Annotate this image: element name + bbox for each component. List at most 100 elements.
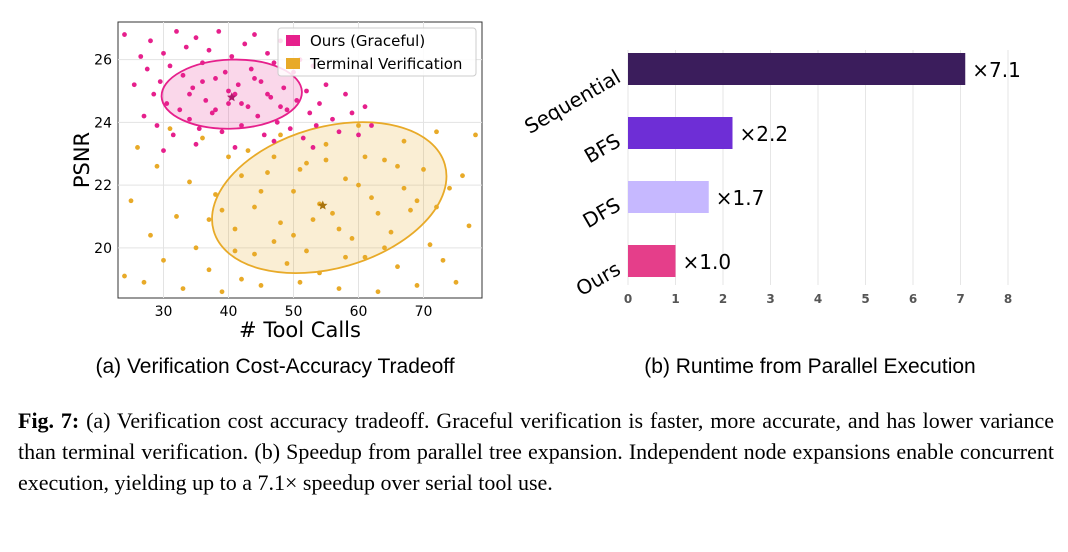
point-graceful xyxy=(274,119,280,125)
point-terminal xyxy=(193,245,199,251)
point-terminal xyxy=(362,154,368,160)
point-graceful xyxy=(271,60,277,66)
point-graceful xyxy=(336,129,342,135)
point-graceful xyxy=(265,50,270,56)
bar-data-label: ×1.0 xyxy=(683,250,732,274)
x-tick-label: 30 xyxy=(155,304,173,320)
point-terminal xyxy=(278,220,283,226)
bar-x-tick-label: 6 xyxy=(909,292,917,306)
ellipse-terminal xyxy=(211,121,448,275)
point-terminal xyxy=(180,286,186,291)
point-graceful xyxy=(255,113,261,119)
point-terminal xyxy=(297,167,303,172)
mean-star-terminal xyxy=(318,200,328,210)
point-terminal xyxy=(401,185,407,191)
point-terminal xyxy=(356,123,361,128)
point-graceful xyxy=(122,32,127,37)
point-terminal xyxy=(375,289,381,295)
point-terminal xyxy=(330,210,335,216)
point-terminal xyxy=(356,182,361,188)
legend-swatch-terminal xyxy=(286,58,300,69)
point-terminal xyxy=(167,126,173,132)
point-terminal xyxy=(232,226,238,232)
legend-label-terminal: Terminal Verification xyxy=(309,55,462,73)
point-graceful xyxy=(193,35,199,41)
point-terminal xyxy=(375,210,381,216)
x-tick-label: 70 xyxy=(415,304,433,320)
point-graceful xyxy=(187,116,192,122)
point-terminal xyxy=(128,198,134,204)
scatter-y-ticks: 20 22 24 26 xyxy=(94,53,112,257)
y-tick-label: 26 xyxy=(94,53,112,69)
bar-category-label: BFS xyxy=(580,129,625,169)
point-graceful xyxy=(190,85,196,91)
point-terminal xyxy=(414,283,420,288)
point-terminal xyxy=(421,167,426,172)
point-graceful xyxy=(174,29,179,34)
point-graceful xyxy=(278,104,283,110)
point-terminal xyxy=(271,154,277,160)
point-graceful xyxy=(284,107,290,113)
point-graceful xyxy=(239,101,244,106)
point-graceful xyxy=(219,129,225,135)
point-terminal xyxy=(239,276,244,282)
point-terminal xyxy=(304,248,309,254)
point-terminal xyxy=(291,188,296,194)
scatter-x-ticks: 30 40 50 60 70 xyxy=(155,304,433,320)
bar-x-tick-label: 1 xyxy=(671,292,679,306)
point-graceful xyxy=(239,123,244,128)
x-tick-label: 60 xyxy=(350,304,368,320)
point-graceful xyxy=(161,50,166,56)
point-terminal xyxy=(206,217,212,222)
point-graceful xyxy=(200,60,205,66)
point-graceful xyxy=(317,101,322,106)
legend-swatch-graceful xyxy=(286,35,300,46)
point-terminal xyxy=(388,229,394,235)
point-terminal xyxy=(213,192,218,197)
point-terminal xyxy=(447,185,452,191)
point-graceful xyxy=(271,138,277,144)
point-graceful xyxy=(196,126,202,132)
point-graceful xyxy=(323,82,329,88)
point-terminal xyxy=(323,157,329,163)
bar-x-tick-label: 5 xyxy=(861,292,869,306)
point-terminal xyxy=(239,173,244,179)
point-terminal xyxy=(414,198,420,204)
x-tick-label: 40 xyxy=(220,304,238,320)
point-terminal xyxy=(349,236,355,241)
point-terminal xyxy=(369,195,374,201)
point-terminal xyxy=(460,173,465,179)
bar-category-label: Ours xyxy=(572,257,625,301)
bar-dfs xyxy=(628,181,709,213)
point-graceful xyxy=(226,88,231,94)
bar-x-tick-label: 0 xyxy=(624,292,632,306)
point-terminal xyxy=(141,279,147,285)
scatter-y-axis-label: PSNR xyxy=(70,132,94,188)
point-graceful xyxy=(213,107,218,113)
point-graceful xyxy=(151,91,157,97)
bar-chart: ×7.1 ×2.2 ×1.7 ×1.0 0 1 2 3 4 5 6 7 8 SequentialBFS… xyxy=(520,50,1021,378)
point-terminal xyxy=(284,261,290,266)
point-graceful xyxy=(265,91,270,97)
point-terminal xyxy=(343,176,348,182)
point-terminal xyxy=(258,283,264,288)
bar-x-tick-label: 8 xyxy=(1004,292,1012,306)
point-graceful xyxy=(138,54,144,59)
point-terminal xyxy=(135,145,140,150)
point-terminal xyxy=(362,254,368,260)
scatter-means xyxy=(227,92,328,210)
bar-x-tick-label: 4 xyxy=(814,292,822,306)
point-terminal xyxy=(219,207,225,213)
bar-bfs xyxy=(628,117,733,149)
point-terminal xyxy=(148,232,153,238)
point-graceful xyxy=(281,85,287,91)
point-terminal xyxy=(382,157,387,163)
y-tick-label: 24 xyxy=(94,115,112,131)
point-graceful xyxy=(242,41,248,47)
legend-label-graceful: Ours (Graceful) xyxy=(310,32,425,50)
point-graceful xyxy=(287,126,293,132)
bar-x-tick-label: 7 xyxy=(956,292,964,306)
point-graceful xyxy=(343,91,348,97)
